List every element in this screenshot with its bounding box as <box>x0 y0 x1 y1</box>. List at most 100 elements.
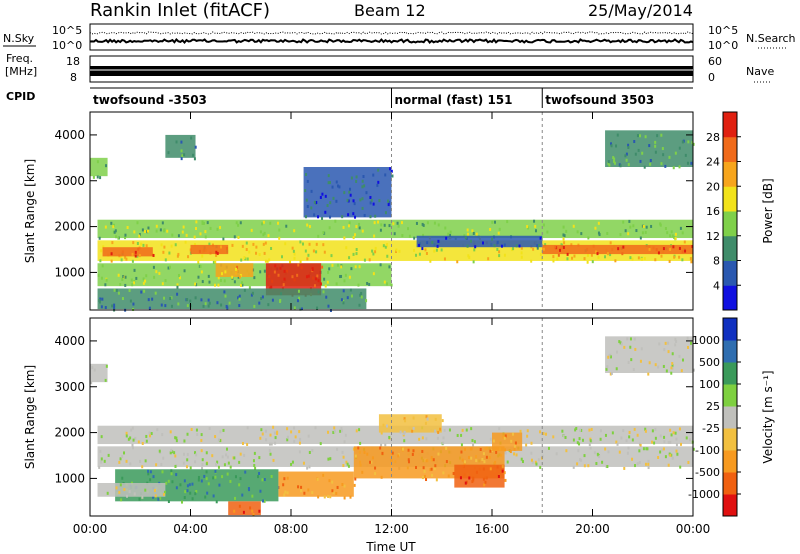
echo-cell <box>691 141 694 145</box>
echo-cell <box>395 248 398 252</box>
echo-cell <box>215 253 218 257</box>
echo-cell <box>474 245 477 249</box>
echo-cell <box>515 244 518 248</box>
echo-cell <box>379 446 382 450</box>
echo-cell <box>607 355 610 359</box>
echo-cell <box>489 437 492 441</box>
echo-cell <box>140 242 143 246</box>
colorbar-label: Velocity [m s⁻¹] <box>761 370 775 463</box>
echo-cell <box>542 247 545 251</box>
echo-cell <box>197 275 200 279</box>
echo-cell <box>465 480 468 484</box>
echo-cell <box>413 236 416 240</box>
echo-cell <box>105 278 108 282</box>
echo-cell <box>590 427 593 431</box>
echo-cell <box>515 453 518 457</box>
echo-cell <box>273 431 276 435</box>
echo-cell <box>447 232 450 236</box>
echo-cell <box>649 162 652 166</box>
echo-cell <box>217 438 220 442</box>
echo-cell <box>430 455 433 459</box>
echo-cell <box>671 234 674 238</box>
echo-cell <box>359 198 362 202</box>
echo-cell <box>263 499 266 503</box>
echo-cell <box>371 249 374 253</box>
echo-cell <box>669 234 672 238</box>
y-tick-label: 3000 <box>54 174 85 188</box>
echo-cell <box>293 256 296 260</box>
echo-cell <box>261 478 264 482</box>
echo-cell <box>100 457 103 461</box>
echo-cell <box>660 162 663 166</box>
echo-cell <box>408 234 411 238</box>
freq-label: Freq. <box>6 52 33 65</box>
echo-cell <box>131 426 134 430</box>
echo-cell <box>487 257 490 261</box>
echo-cell <box>670 371 673 375</box>
echo-cell <box>327 270 330 274</box>
echo-cell <box>654 150 657 154</box>
echo-cell <box>177 252 180 256</box>
echo-cell <box>611 431 614 435</box>
echo-cell <box>283 269 286 273</box>
echo-cell <box>562 237 565 241</box>
echo-cell <box>107 453 110 457</box>
echo-cell <box>162 250 165 254</box>
echo-cell <box>558 248 561 252</box>
echo-cell <box>240 258 243 262</box>
echo-cell <box>313 213 316 217</box>
echo-cell <box>435 248 438 252</box>
echo-cell <box>360 291 363 295</box>
echo-cell <box>671 456 674 460</box>
echo-cell <box>439 427 442 431</box>
echo-cell <box>445 446 448 450</box>
echo-cell <box>686 161 689 165</box>
echo-cell <box>687 460 690 464</box>
echo-cell <box>470 456 473 460</box>
echo-cell <box>620 436 623 440</box>
echo-cell <box>644 230 647 234</box>
echo-cell <box>315 201 318 205</box>
echo-cell <box>326 204 329 208</box>
echo-cell <box>449 230 452 234</box>
echo-cell <box>433 249 436 253</box>
echo-cell <box>471 229 474 233</box>
echo-cell <box>194 451 197 455</box>
echo-cell <box>239 221 242 225</box>
echo-cell <box>247 487 250 491</box>
cpid-segment-label: normal (fast) 151 <box>395 93 513 107</box>
echo-cell <box>361 206 364 210</box>
echo-cell <box>179 483 182 487</box>
echo-cell <box>262 220 265 224</box>
echo-cell <box>111 241 114 245</box>
echo-cell <box>669 428 672 432</box>
echo-cell <box>199 264 202 268</box>
echo-cell <box>503 436 506 440</box>
echo-cell <box>136 241 139 245</box>
echo-cell <box>484 480 487 484</box>
echo-cell <box>146 229 149 233</box>
echo-cell <box>104 306 107 310</box>
echo-cell <box>503 253 506 257</box>
echo-cell <box>692 447 695 451</box>
echo-cell <box>347 199 350 203</box>
echo-cell <box>343 279 346 283</box>
echo-cell <box>675 443 678 447</box>
echo-cell <box>264 429 267 433</box>
echo-cell <box>205 451 208 455</box>
echo-cell <box>141 495 144 499</box>
echo-cell <box>204 302 207 306</box>
echo-cell <box>674 237 677 241</box>
echo-cell <box>315 250 318 254</box>
echo-cell <box>678 354 681 358</box>
echo-cell <box>194 226 197 230</box>
echo-cell <box>562 233 565 237</box>
echo-cell <box>216 460 219 464</box>
echo-cell <box>175 473 178 477</box>
echo-cell <box>258 253 261 257</box>
echo-cell <box>355 175 358 179</box>
echo-cell <box>460 443 463 447</box>
echo-cell <box>126 494 129 498</box>
echo-cell <box>325 295 328 299</box>
y-tick-label: 4000 <box>54 334 85 348</box>
